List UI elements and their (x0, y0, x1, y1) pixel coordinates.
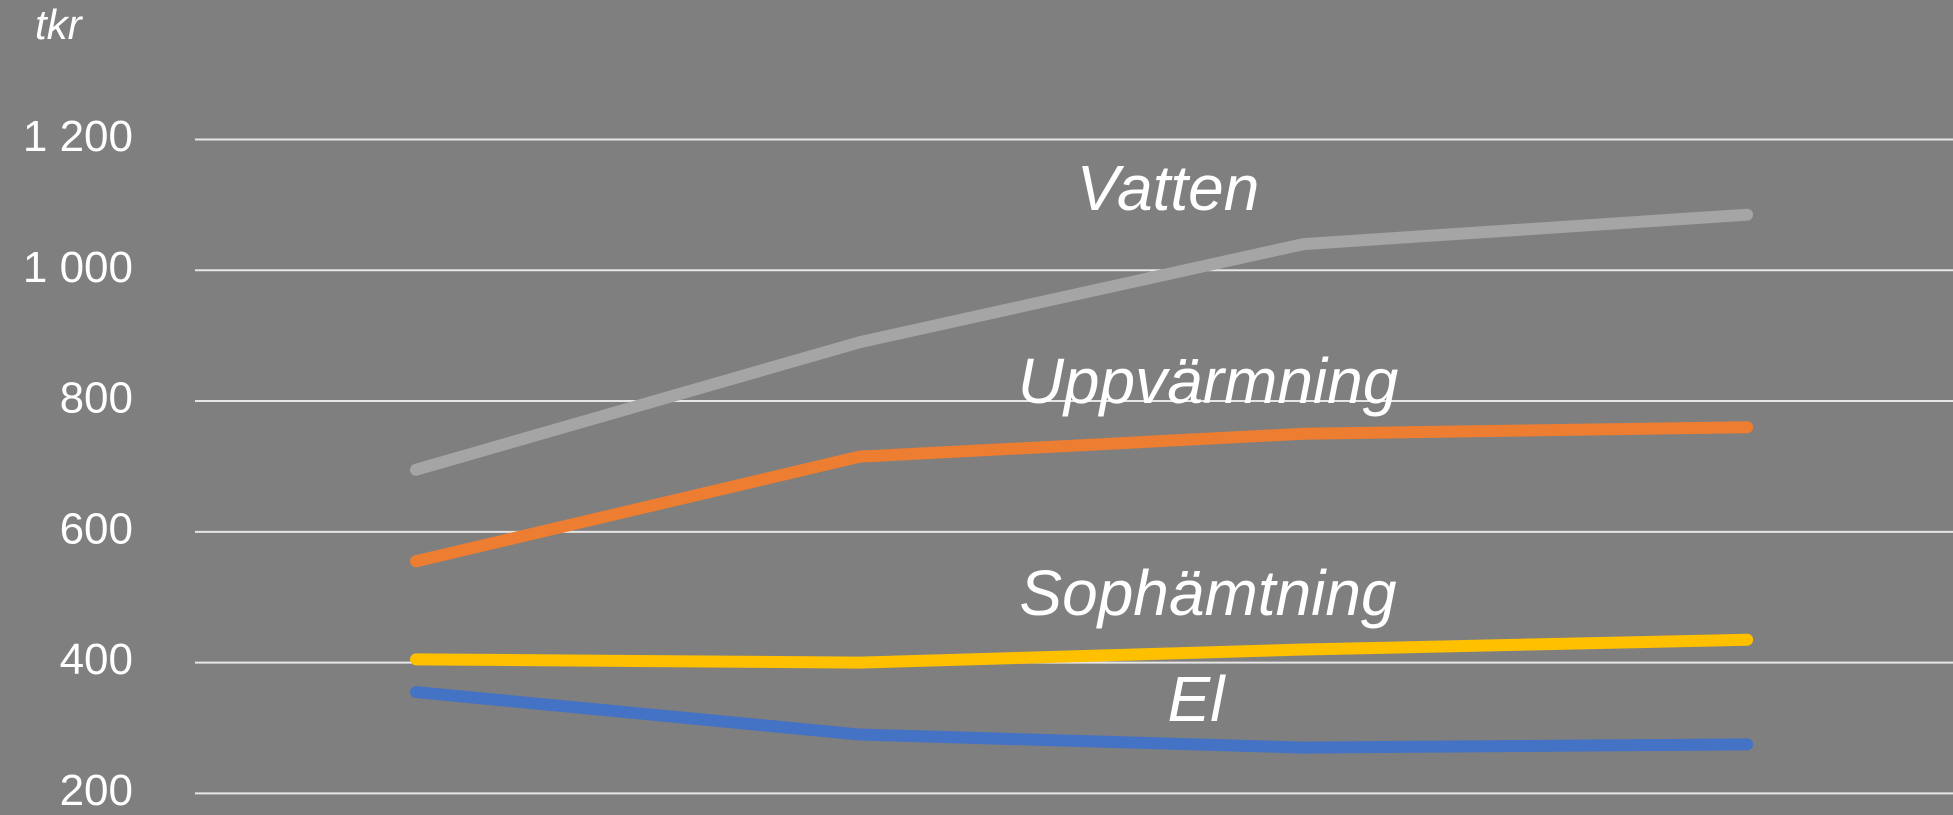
y-tick-label: 1 000 (23, 243, 133, 292)
series-label: Uppvärmning (1018, 345, 1399, 417)
y-tick-label: 800 (60, 374, 133, 423)
series-line (410, 633, 1754, 669)
series-label: Sophämtning (1019, 557, 1397, 629)
series-line (410, 421, 1754, 568)
series-label: El (1168, 663, 1227, 735)
y-tick-label: 1 200 (23, 112, 133, 161)
y-tick-label: 600 (60, 504, 133, 553)
series-line (410, 686, 1754, 754)
series-line (410, 208, 1754, 476)
y-tick-label: 400 (60, 635, 133, 684)
series-label: Vatten (1077, 152, 1260, 224)
y-axis-label: tkr (35, 1, 84, 48)
y-tick-label: 200 (60, 766, 133, 815)
